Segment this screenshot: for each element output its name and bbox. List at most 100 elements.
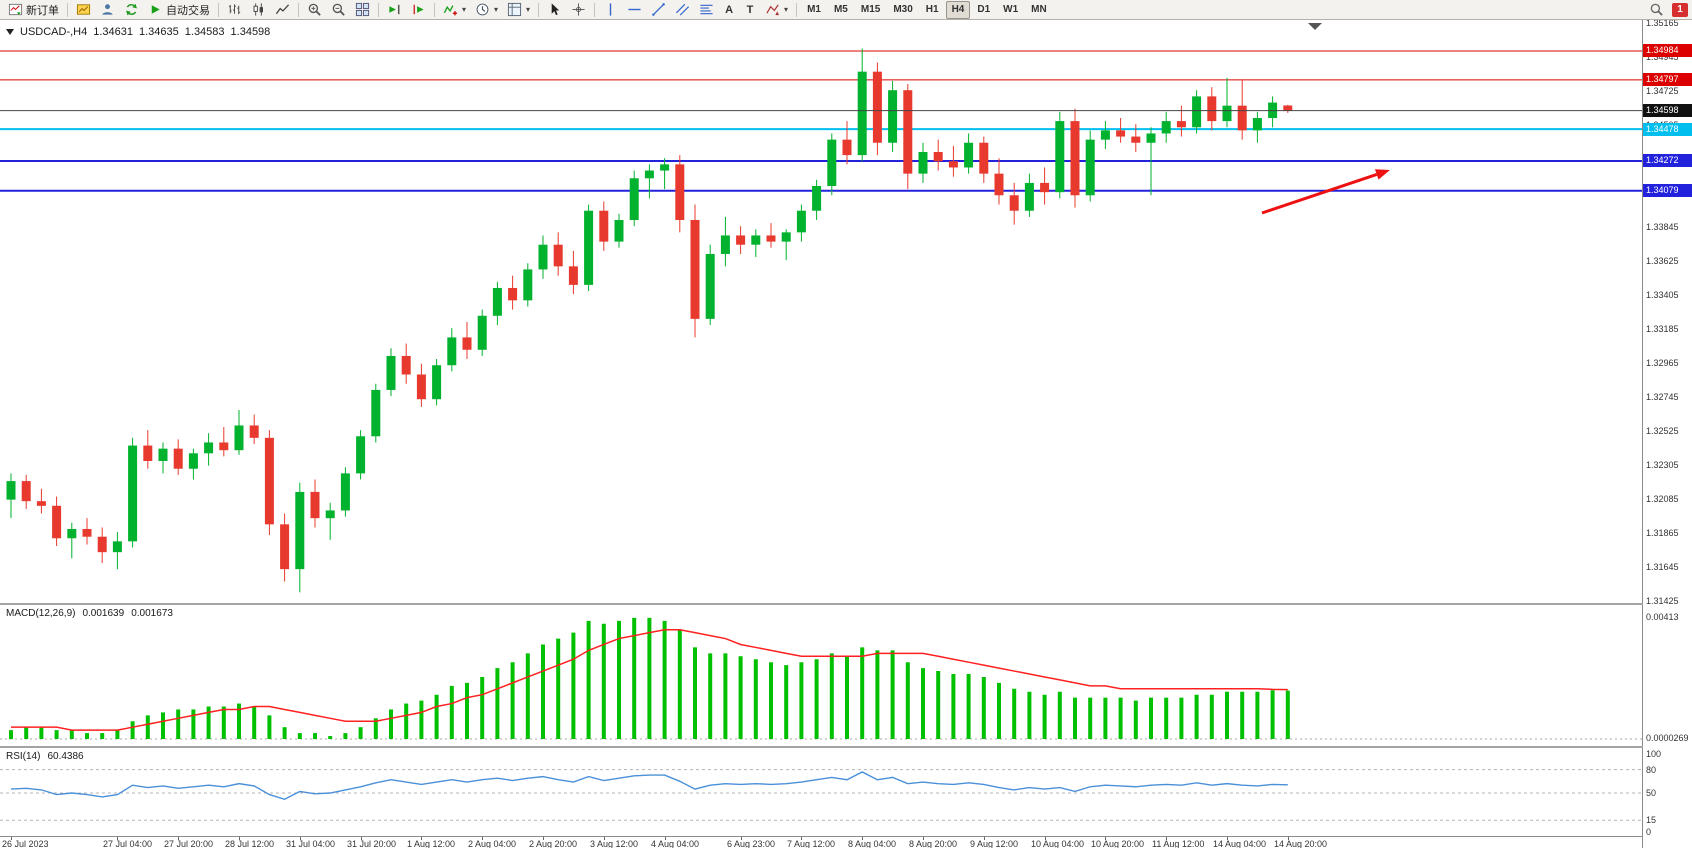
rsi-line bbox=[10, 771, 1288, 800]
chart-shift-button[interactable] bbox=[407, 1, 430, 19]
timeframe-h1-button[interactable]: H1 bbox=[920, 1, 945, 19]
rsi-value: 60.4386 bbox=[47, 751, 84, 762]
time-axis-label: 11 Aug 12:00 bbox=[1152, 839, 1205, 848]
rsi-scale-label: 0 bbox=[1646, 827, 1652, 837]
price-tick-label: 1.32525 bbox=[1646, 426, 1679, 436]
time-axis-label: 4 Aug 04:00 bbox=[651, 839, 700, 848]
autotrading-button[interactable]: 自动交易 bbox=[144, 1, 214, 19]
trend-arrow-object[interactable] bbox=[1261, 169, 1390, 215]
panel-divider[interactable] bbox=[0, 603, 1692, 605]
vertical-line-button[interactable] bbox=[599, 1, 622, 19]
price-level-badge[interactable]: 1.34797 bbox=[1643, 73, 1692, 86]
toolbar-separator bbox=[378, 2, 379, 17]
macd-signal-value: 0.001673 bbox=[131, 608, 173, 619]
timeframe-mn-button[interactable]: MN bbox=[1025, 1, 1053, 19]
rsi-canvas[interactable] bbox=[0, 748, 1642, 836]
rsi-label: RSI(14) 60.4386 bbox=[6, 751, 84, 762]
time-tick bbox=[1166, 837, 1167, 840]
toolbar-separator bbox=[298, 2, 299, 17]
time-axis-label: 7 Aug 12:00 bbox=[787, 839, 836, 848]
zoom-out-button[interactable] bbox=[327, 1, 350, 19]
notification-badge[interactable]: 1 bbox=[1672, 2, 1688, 17]
toolbar-separator bbox=[218, 2, 219, 17]
price-tick-label: 1.32085 bbox=[1646, 494, 1679, 504]
price-level-badge[interactable]: 1.34079 bbox=[1643, 184, 1692, 197]
price-level-badge[interactable]: 1.34272 bbox=[1643, 154, 1692, 167]
text-tool-button[interactable]: A bbox=[719, 1, 739, 19]
one-click-trading-toggle[interactable] bbox=[6, 29, 14, 35]
price-level-badge[interactable]: 1.34984 bbox=[1643, 44, 1692, 57]
chevron-down-icon: ▾ bbox=[526, 4, 531, 14]
time-tick bbox=[1227, 837, 1228, 840]
timeframe-m15-button[interactable]: M15 bbox=[855, 1, 886, 19]
chart-high-value: 1.34635 bbox=[139, 26, 179, 38]
rsi-scale-label: 80 bbox=[1646, 765, 1657, 775]
new-chart-button[interactable] bbox=[72, 1, 95, 19]
time-tick bbox=[1105, 837, 1106, 840]
tile-windows-button[interactable] bbox=[351, 1, 374, 19]
time-axis-label: 1 Aug 12:00 bbox=[407, 839, 456, 848]
refresh-icon bbox=[126, 3, 137, 16]
time-axis-label: 8 Aug 20:00 bbox=[909, 839, 958, 848]
chevron-down-icon: ▾ bbox=[784, 4, 789, 14]
indicators-icon bbox=[443, 5, 458, 16]
label-tool-button[interactable]: T bbox=[740, 1, 760, 19]
trendline-button[interactable] bbox=[647, 1, 670, 19]
price-level-badge[interactable]: 1.34478 bbox=[1643, 123, 1692, 136]
price-tick-label: 1.33845 bbox=[1646, 222, 1679, 232]
price-chart-canvas[interactable] bbox=[0, 21, 1642, 603]
timeframe-h4-button[interactable]: H4 bbox=[945, 0, 971, 19]
time-axis-label: 14 Aug 20:00 bbox=[1274, 839, 1328, 848]
price-tick-label: 1.34945 bbox=[1646, 52, 1679, 62]
time-tick bbox=[117, 837, 118, 840]
time-tick bbox=[1288, 837, 1289, 840]
macd-main-value: 0.001639 bbox=[82, 608, 125, 619]
search-icon bbox=[1650, 3, 1663, 16]
level-lines[interactable] bbox=[0, 50, 1642, 192]
price-tick-label: 1.35165 bbox=[1646, 18, 1679, 28]
shapes-icon bbox=[766, 4, 780, 16]
macd-canvas[interactable] bbox=[0, 605, 1642, 746]
search-button[interactable] bbox=[1645, 1, 1668, 19]
cursor-button[interactable] bbox=[543, 1, 566, 19]
auto-scroll-button[interactable] bbox=[383, 1, 406, 19]
timeframe-w1-button[interactable]: W1 bbox=[997, 1, 1024, 19]
crosshair-icon bbox=[572, 3, 585, 16]
price-tick-label: 1.33405 bbox=[1646, 290, 1679, 300]
price-scale[interactable]: 1.351651.349451.347251.345051.342851.340… bbox=[1643, 0, 1692, 848]
candlestick-chart-button[interactable] bbox=[247, 1, 270, 19]
bar-chart-button[interactable] bbox=[223, 1, 246, 19]
time-axis-label: 31 Jul 20:00 bbox=[347, 839, 397, 848]
indicators-button[interactable]: ▾ bbox=[439, 1, 470, 19]
zoom-in-button[interactable] bbox=[303, 1, 326, 19]
time-tick bbox=[741, 837, 742, 840]
shapes-button[interactable]: ▾ bbox=[761, 1, 792, 19]
timeframe-m30-button[interactable]: M30 bbox=[887, 1, 918, 19]
chart-title: USDCAD-,H4 1.34631 1.34635 1.34583 1.345… bbox=[6, 26, 270, 38]
cursor-icon bbox=[551, 3, 560, 16]
chart-shift-marker[interactable] bbox=[1308, 23, 1322, 30]
timeframe-d1-button[interactable]: D1 bbox=[971, 1, 996, 19]
refresh-button[interactable] bbox=[120, 1, 143, 19]
time-tick bbox=[1045, 837, 1046, 840]
channel-button[interactable] bbox=[671, 1, 694, 19]
panel-divider[interactable] bbox=[0, 746, 1692, 748]
crosshair-button[interactable] bbox=[567, 1, 590, 19]
new-order-button[interactable]: 新订单 bbox=[4, 1, 63, 19]
time-tick bbox=[543, 837, 544, 840]
profiles-button[interactable] bbox=[96, 1, 119, 19]
new-order-label: 新订单 bbox=[26, 4, 59, 17]
templates-button[interactable]: ▾ bbox=[503, 1, 534, 19]
time-axis[interactable]: 26 Jul 2023 27 Jul 04:00 27 Jul 20:00 28 Ju… bbox=[0, 836, 1692, 848]
timeframe-m5-button[interactable]: M5 bbox=[828, 1, 854, 19]
line-chart-button[interactable] bbox=[271, 1, 294, 19]
zoom-in-icon bbox=[308, 3, 321, 16]
bar-chart-icon bbox=[228, 4, 241, 15]
time-tick bbox=[421, 837, 422, 840]
price-tick-label: 1.34725 bbox=[1646, 86, 1679, 96]
time-axis-label: 28 Jul 12:00 bbox=[225, 839, 275, 848]
horizontal-line-button[interactable] bbox=[623, 1, 646, 19]
periods-button[interactable]: ▾ bbox=[471, 1, 502, 19]
fibonacci-button[interactable] bbox=[695, 1, 718, 19]
timeframe-m1-button[interactable]: M1 bbox=[801, 1, 827, 19]
